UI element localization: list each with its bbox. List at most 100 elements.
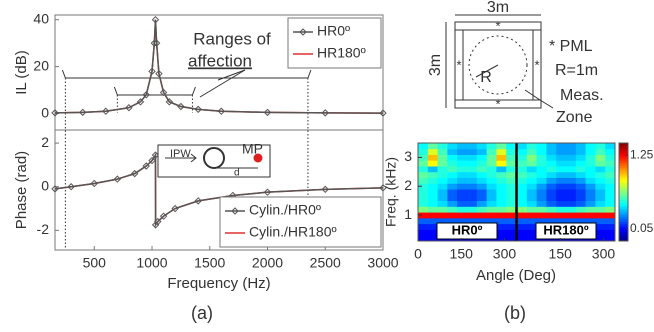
heat-cell	[437, 183, 448, 190]
panel-label: (a)	[191, 303, 213, 323]
heat-cell	[427, 189, 438, 196]
heat-cell	[575, 171, 586, 178]
marker	[90, 179, 98, 188]
marker	[263, 188, 272, 196]
heat-cell	[517, 171, 528, 178]
heat-cell	[575, 194, 586, 202]
heat-cell	[556, 154, 567, 161]
heat-cell	[467, 177, 478, 184]
heat-cell	[506, 160, 517, 167]
heat-cell	[457, 143, 468, 150]
heat-cell	[418, 154, 429, 161]
heat-cell	[486, 212, 497, 219]
x-tick-label: 300	[592, 246, 616, 262]
heat-cell	[457, 200, 468, 207]
marker	[152, 39, 161, 47]
heat-cell	[437, 148, 448, 155]
heat-frame	[417, 142, 616, 242]
pml-label: * PML	[549, 38, 593, 55]
colorbar-step	[619, 177, 628, 181]
marker	[379, 109, 387, 117]
inset-arrowhead	[190, 153, 197, 163]
heat-cell	[476, 166, 487, 173]
y-tick-label: 3	[404, 148, 412, 164]
heat-cell	[566, 143, 577, 150]
x-tick-label: 2500	[310, 255, 341, 271]
series-line	[54, 152, 384, 228]
marker	[130, 169, 139, 178]
zone-label: Meas.	[560, 87, 604, 104]
heat-cell	[536, 143, 547, 150]
colorbar-step	[619, 228, 628, 232]
marker	[217, 107, 226, 115]
heat-cell	[437, 177, 448, 184]
marker	[148, 67, 156, 76]
star: *	[534, 57, 539, 72]
annotation-arrow	[199, 69, 246, 98]
heat-cell	[556, 212, 567, 219]
heat-cell	[556, 200, 567, 207]
heat-cell	[595, 206, 606, 213]
heat-cell	[496, 229, 507, 236]
heat-cell	[447, 183, 458, 190]
heat-cell	[546, 166, 557, 173]
heat-cell	[427, 143, 438, 150]
heat-cell	[575, 177, 586, 184]
colorbar-step	[619, 221, 628, 225]
heat-cell	[526, 154, 537, 161]
colorbar-step	[619, 150, 628, 154]
colorbar-step	[619, 174, 628, 178]
heat-cell	[517, 148, 528, 155]
y-tick-label: 40	[33, 10, 49, 26]
height-label: 3m	[427, 54, 444, 76]
heat-cell	[506, 223, 517, 230]
heat-cell	[496, 166, 507, 173]
domain-schematic	[445, 14, 554, 109]
legend-label: Cylin./HR0º	[249, 202, 321, 218]
heat-cell	[526, 206, 537, 213]
heat-cell	[437, 217, 448, 225]
radius-label: R=1m	[555, 62, 598, 79]
colorbar-step	[619, 216, 628, 220]
heat-cell	[476, 160, 487, 167]
heat-cell	[546, 148, 557, 155]
heat-cell	[437, 212, 448, 219]
colorbar-step	[619, 167, 628, 171]
heat-cell	[536, 217, 547, 225]
heat-cell	[427, 235, 438, 242]
heat-cell	[427, 183, 438, 190]
outer-square	[454, 21, 542, 109]
heat-cell	[556, 143, 567, 150]
heat-cell	[556, 166, 567, 173]
heat-cell	[486, 166, 497, 173]
heat-cell	[556, 194, 567, 202]
x-tick-label: 1500	[194, 255, 225, 271]
colorbar-step	[619, 147, 628, 151]
heat-cell	[585, 200, 596, 207]
heat-cell	[467, 160, 478, 167]
heat-cell	[506, 206, 517, 213]
heat-cell	[486, 148, 497, 155]
colorbar-step	[619, 233, 628, 237]
heat-cell	[437, 194, 448, 202]
heat-cell	[526, 143, 537, 150]
heat-cell	[585, 160, 596, 167]
heat-cell	[486, 154, 497, 161]
heat-cell	[575, 206, 586, 213]
heat-cell	[486, 177, 497, 184]
pointer	[539, 99, 554, 109]
x-tick-label: 150	[549, 246, 573, 262]
marker	[102, 107, 110, 115]
heat-cell	[486, 206, 497, 213]
heat-cell	[536, 183, 547, 190]
marker	[79, 108, 87, 117]
y-tick-label: 2	[404, 177, 412, 193]
heat-cell	[605, 235, 616, 242]
colorbar-step	[619, 223, 628, 227]
heat-cell	[536, 206, 547, 213]
heat-cell	[575, 154, 586, 161]
heat-cell	[546, 217, 557, 225]
legend-label: HR0º	[317, 23, 350, 39]
marker	[67, 183, 75, 191]
heat-cell	[526, 183, 537, 190]
